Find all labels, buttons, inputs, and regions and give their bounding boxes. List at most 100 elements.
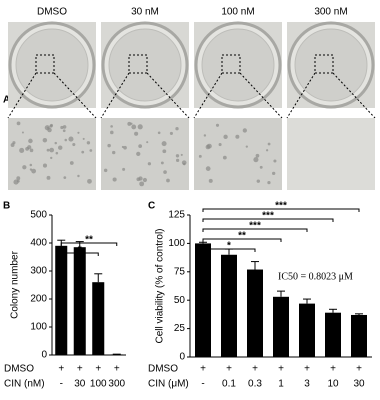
colony — [112, 177, 117, 182]
zoom-line — [7, 72, 37, 119]
colony — [46, 148, 50, 152]
y-tick-label: 0 — [179, 352, 185, 363]
colony — [242, 128, 247, 133]
colony — [169, 131, 173, 135]
colony — [206, 143, 212, 149]
dmso-mark: + — [77, 364, 83, 375]
colony — [21, 131, 24, 134]
colony — [253, 157, 259, 163]
colony — [112, 150, 116, 155]
colony — [16, 176, 21, 181]
zoom-photo — [194, 118, 282, 190]
colony — [218, 143, 222, 147]
colony — [42, 163, 48, 168]
colony — [55, 151, 59, 155]
colony — [62, 129, 66, 133]
colony — [142, 177, 147, 183]
significance-label: *** — [262, 211, 274, 222]
condition-label: 300 nM — [314, 7, 347, 18]
condition-label: 100 nM — [221, 7, 254, 18]
significance-bracket — [202, 248, 256, 252]
colony — [49, 124, 53, 128]
colony — [157, 131, 161, 135]
colony — [16, 179, 20, 183]
colony — [60, 125, 64, 130]
dmso-mark: + — [114, 364, 120, 375]
significance-label: *** — [275, 201, 287, 212]
zoom-box — [221, 54, 241, 74]
x-tick-label: 0.3 — [248, 379, 262, 390]
colony — [110, 125, 113, 128]
bar — [325, 312, 341, 357]
panel-label: B — [3, 201, 10, 212]
significance-label: * — [227, 241, 231, 252]
colony — [10, 143, 15, 147]
panel-label: A — [3, 95, 10, 106]
bar — [195, 243, 211, 357]
colony — [19, 147, 25, 153]
colony — [175, 127, 179, 131]
dmso-mark: + — [252, 364, 258, 375]
y-tick-label: 50 — [174, 295, 186, 306]
y-tick-label: 0 — [41, 350, 47, 361]
colony — [161, 141, 167, 147]
colony — [86, 141, 91, 145]
dish-inner — [15, 28, 89, 102]
colony — [267, 142, 271, 146]
colony — [110, 130, 114, 135]
colony — [58, 145, 63, 150]
colony — [245, 145, 248, 148]
colony — [46, 175, 51, 180]
row-label: DMSO — [148, 364, 178, 375]
colony — [222, 155, 227, 160]
significance-bracket — [202, 238, 282, 242]
colony — [273, 159, 277, 163]
dmso-mark: + — [200, 364, 206, 375]
x-tick-label: 30 — [353, 379, 365, 390]
x-tick-label: - — [60, 379, 63, 390]
colony — [28, 138, 33, 144]
panel-label: C — [148, 201, 155, 212]
significance-label: *** — [249, 221, 261, 232]
colony — [166, 178, 170, 183]
x-tick-label: 1 — [278, 379, 284, 390]
x-tick-label: 100 — [90, 379, 107, 390]
colony — [103, 168, 108, 173]
x-tick-label: 30 — [74, 379, 86, 390]
colony — [160, 161, 164, 165]
colony — [22, 165, 27, 170]
colony — [136, 151, 141, 156]
colony — [139, 181, 145, 187]
colony — [265, 149, 269, 152]
colony — [64, 138, 68, 142]
colony — [175, 154, 180, 158]
colony — [223, 134, 228, 140]
zoom-line — [193, 72, 223, 119]
colony — [147, 162, 152, 166]
colony — [63, 176, 67, 180]
colony — [89, 149, 93, 152]
y-tick-label: 75 — [174, 266, 186, 277]
bar — [73, 247, 86, 355]
significance-label: ** — [85, 235, 93, 246]
x-tick-label: 0.1 — [222, 379, 236, 390]
zoom-box — [314, 54, 334, 74]
colony — [16, 121, 21, 126]
colony — [82, 137, 85, 140]
colony — [68, 136, 74, 142]
colony — [146, 141, 149, 144]
colony — [72, 142, 76, 147]
y-tick-label: 25 — [174, 323, 186, 334]
dmso-mark: + — [226, 364, 232, 375]
colony — [27, 145, 32, 150]
colony — [123, 145, 127, 150]
significance-bracket — [60, 242, 118, 246]
dmso-mark: + — [95, 364, 101, 375]
x-tick-label: 300 — [108, 379, 125, 390]
colony — [138, 144, 143, 149]
colony — [267, 181, 271, 185]
y-tick-label: 500 — [30, 210, 47, 221]
zoom-box — [128, 54, 148, 74]
significance-label: ** — [238, 231, 246, 242]
